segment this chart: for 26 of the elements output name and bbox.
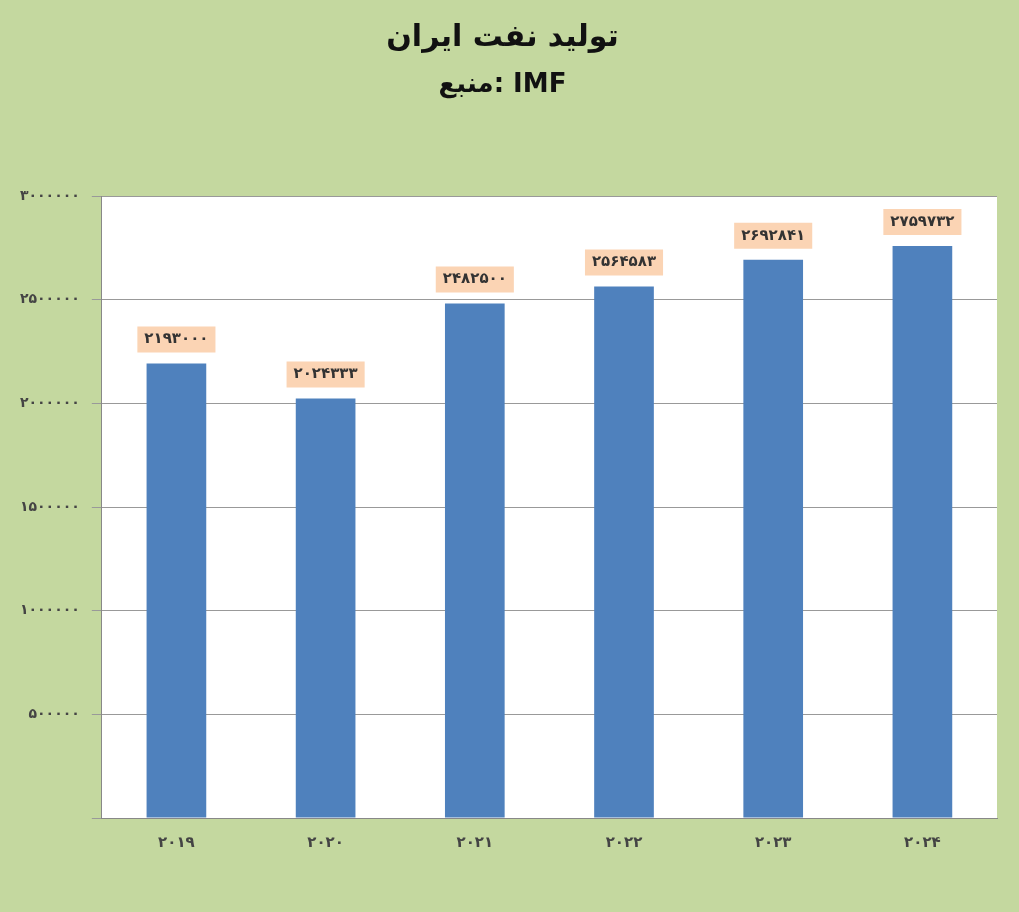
- chart-title: تولید نفت ایران: [386, 17, 619, 53]
- bar: [743, 259, 804, 818]
- data-label: ۲۷۵۹۷۳۲: [890, 211, 955, 230]
- data-label: ۲۶۹۲۸۴۱: [741, 225, 806, 244]
- x-tick-label: ۲۰۲۲: [605, 832, 643, 851]
- y-tick-label: ۵۰۰۰۰۰: [28, 705, 80, 722]
- y-tick-label: ۳۰۰۰۰۰۰: [19, 186, 80, 203]
- y-tick-label: ۱۵۰۰۰۰۰: [19, 497, 80, 514]
- bar: [295, 398, 356, 818]
- bar: [444, 303, 505, 818]
- y-tick-label: ۲۵۰۰۰۰۰: [19, 290, 80, 307]
- x-tick-label: ۲۰۲۴: [904, 832, 941, 851]
- data-label: ۲۴۸۲۵۰۰: [442, 269, 507, 288]
- bar: [892, 246, 953, 818]
- y-tick-label: ۲۰۰۰۰۰۰: [19, 394, 80, 411]
- x-tick-label: ۲۰۲۰: [307, 832, 344, 851]
- x-tick-label: ۲۰۲۱: [456, 832, 494, 851]
- x-tick-label: ۲۰۱۹: [158, 832, 195, 851]
- y-tick-label: ۱۰۰۰۰۰۰: [19, 601, 80, 618]
- data-label: ۲۱۹۳۰۰۰: [144, 329, 209, 348]
- bar: [146, 363, 207, 818]
- bar: [594, 286, 654, 818]
- chart-subtitle: منبع: IMF: [438, 68, 567, 100]
- x-tick-label: ۲۰۲۳: [754, 832, 792, 851]
- data-label: ۲۵۶۴۵۸۳: [591, 252, 657, 271]
- data-label: ۲۰۲۴۳۳۳: [293, 364, 358, 383]
